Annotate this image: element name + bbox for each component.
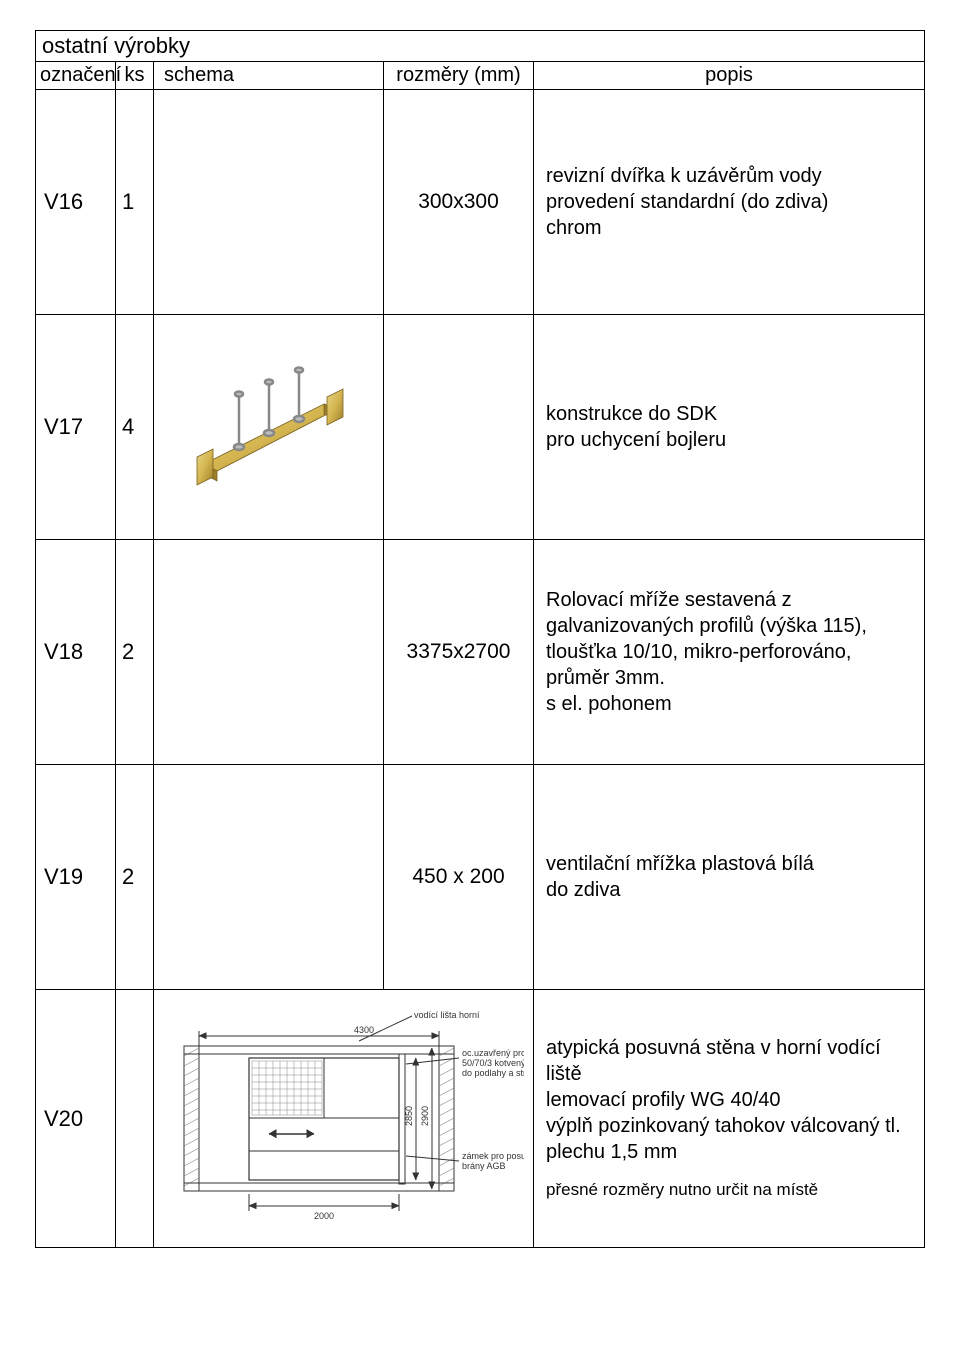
dim-h2: 2900 xyxy=(420,1105,430,1125)
label-oc-profil: oc.uzavřený profil50/70/3 kotvenýdo podl… xyxy=(462,1048,524,1078)
cell-ks: 4 xyxy=(116,315,154,540)
cell-schema xyxy=(154,90,384,315)
cell-popis: ventilační mřížka plastová bílá do zdiva xyxy=(534,765,925,990)
header-rozmery: rozměry (mm) xyxy=(384,62,534,90)
cell-schema xyxy=(154,765,384,990)
popis-note: přesné rozměry nutno určit na místě xyxy=(546,1179,912,1201)
label-zamek: zámek pro posuvnébrány AGB xyxy=(462,1151,524,1171)
cell-rozmery: 450 x 200 xyxy=(384,765,534,990)
cell-schema xyxy=(154,315,384,540)
table-row: V20 vodící lišta horní 4300 xyxy=(36,990,925,1248)
header-popis: popis xyxy=(534,62,925,90)
cell-oznaceni: V18 xyxy=(36,540,116,765)
table-header-row: označení ks schema rozměry (mm) popis xyxy=(36,62,925,90)
cell-ks: 1 xyxy=(116,90,154,315)
v20-technical-drawing: vodící lišta horní 4300 xyxy=(164,1006,524,1226)
cell-ks: 2 xyxy=(116,540,154,765)
table-row: V16 1 300x300 revizní dvířka k uzávěrům … xyxy=(36,90,925,315)
popis-text: revizní dvířka k uzávěrům vody provedení… xyxy=(546,165,828,239)
bracket-illustration xyxy=(169,349,369,499)
cell-schema xyxy=(154,540,384,765)
cell-oznaceni: V20 xyxy=(36,990,116,1248)
cell-popis: atypická posuvná stěna v horní vodící li… xyxy=(534,990,925,1248)
cell-rozmery: 300x300 xyxy=(384,90,534,315)
cell-popis: konstrukce do SDK pro uchycení bojleru xyxy=(534,315,925,540)
dim-h1: 2850 xyxy=(404,1105,414,1125)
cell-oznaceni: V19 xyxy=(36,765,116,990)
products-table: ostatní výrobky označení ks schema rozmě… xyxy=(35,30,925,1248)
cell-popis: revizní dvířka k uzávěrům vody provedení… xyxy=(534,90,925,315)
dim-bottom: 2000 xyxy=(314,1211,334,1221)
table-row: V18 2 3375x2700 Rolovací mříže sestavená… xyxy=(36,540,925,765)
cell-oznaceni: V17 xyxy=(36,315,116,540)
header-oznaceni: označení xyxy=(36,62,116,90)
table-title-row: ostatní výrobky xyxy=(36,31,925,62)
cell-ks xyxy=(116,990,154,1248)
label-vodici-lista: vodící lišta horní xyxy=(414,1010,480,1020)
dim-top: 4300 xyxy=(354,1025,374,1035)
cell-schema-wide: vodící lišta horní 4300 xyxy=(154,990,534,1248)
table-title: ostatní výrobky xyxy=(36,31,925,62)
popis-text: Rolovací mříže sestavená z galvanizovaný… xyxy=(546,589,867,715)
cell-rozmery: 3375x2700 xyxy=(384,540,534,765)
cell-rozmery xyxy=(384,315,534,540)
table-row: V19 2 450 x 200 ventilační mřížka plasto… xyxy=(36,765,925,990)
table-row: V17 4 xyxy=(36,315,925,540)
cell-ks: 2 xyxy=(116,765,154,990)
popis-text: ventilační mřížka plastová bílá do zdiva xyxy=(546,853,814,901)
cell-oznaceni: V16 xyxy=(36,90,116,315)
popis-text: konstrukce do SDK pro uchycení bojleru xyxy=(546,403,726,451)
page: ostatní výrobky označení ks schema rozmě… xyxy=(0,0,960,1358)
cell-popis: Rolovací mříže sestavená z galvanizovaný… xyxy=(534,540,925,765)
header-schema: schema xyxy=(154,62,384,90)
header-ks: ks xyxy=(116,62,154,90)
popis-text: atypická posuvná stěna v horní vodící li… xyxy=(546,1037,901,1163)
